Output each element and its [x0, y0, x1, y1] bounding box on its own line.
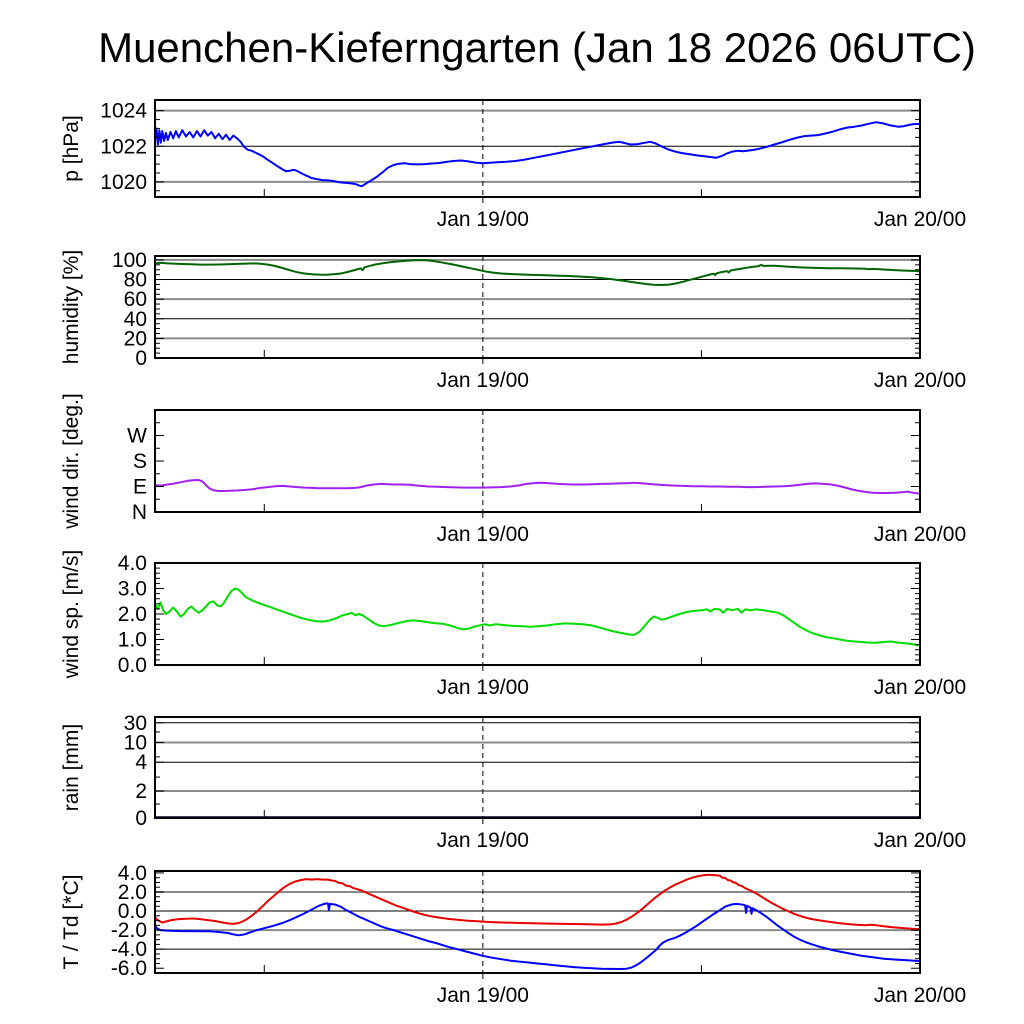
y-axis-title: humidity [%] [60, 250, 83, 364]
xtick-label: Jan 20/00 [874, 369, 966, 392]
ytick-label: 100 [112, 249, 147, 272]
series-humidity [154, 259, 921, 286]
series-temperature [154, 873, 921, 931]
ytick-label: 0.0 [118, 654, 147, 677]
ytick-label: 1024 [100, 100, 147, 123]
series-wind-speed [154, 587, 921, 647]
ytick-label: W [127, 425, 147, 448]
series-wind-direction [154, 479, 921, 495]
ytick-label: 1.0 [118, 629, 147, 652]
panel-border [154, 870, 921, 974]
series-pressure [154, 121, 921, 188]
xtick-label: Jan 19/00 [437, 208, 529, 231]
panel-border [154, 99, 921, 198]
series-dewpoint [154, 902, 921, 970]
y-axis-title: rain [mm] [60, 724, 83, 812]
ytick-label: 20 [124, 327, 147, 350]
xtick-label: Jan 20/00 [874, 829, 966, 852]
xtick-label: Jan 20/00 [874, 523, 966, 546]
ytick-label: 60 [124, 288, 147, 311]
panel-wind-speed: 0.01.0 2.03.0 4.0 Jan 19/00 Jan 20/00 wind sp… [60, 550, 966, 699]
ytick-label: 0 [135, 807, 147, 830]
ytick-label: 30 [124, 712, 147, 735]
panel-border [154, 716, 921, 819]
ytick-label: 80 [124, 269, 147, 292]
xtick-label: Jan 19/00 [437, 523, 529, 546]
xtick-label: Jan 19/00 [437, 829, 529, 852]
ytick-label: N [132, 501, 147, 524]
panel-pressure: 1020 1022 1024 Jan 19/00 Jan 20/00 p [hPa] [60, 99, 966, 231]
ytick-label: 40 [124, 308, 147, 331]
ytick-label: 0.0 [118, 900, 147, 923]
xtick-label: Jan 19/00 [437, 369, 529, 392]
ytick-label: 4.0 [118, 552, 147, 575]
ytick-label: 3.0 [118, 578, 147, 601]
ytick-label: 2 [135, 780, 147, 803]
xtick-label: Jan 19/00 [437, 984, 529, 1007]
y-axis-title: p [hPa] [60, 115, 83, 182]
xtick-label: Jan 20/00 [874, 984, 966, 1007]
ytick-label: 0 [135, 347, 147, 370]
panel-temperature-dewpoint: 4.02.00.0-2.0-4.0-6.0 Jan 19/00 Jan 20/00 T… [60, 862, 966, 1007]
ytick-label: 2.0 [118, 881, 147, 904]
ytick-label: 4.0 [118, 862, 147, 885]
panel-border [154, 255, 921, 359]
ytick-label: E [133, 476, 147, 499]
ytick-label: 1022 [100, 135, 147, 158]
ytick-label: 4 [135, 751, 147, 774]
xtick-label: Jan 20/00 [874, 208, 966, 231]
ytick-label: -4.0 [111, 938, 147, 961]
panel-border [154, 562, 921, 666]
ytick-label: -2.0 [111, 919, 147, 942]
y-axis-title: wind dir. [deg.] [60, 393, 83, 529]
y-axis-title: wind sp. [m/s] [60, 550, 83, 679]
y-axis-title: T / Td [*C] [60, 875, 83, 970]
ytick-label: S [133, 450, 147, 473]
xtick-label: Jan 20/00 [874, 676, 966, 699]
xtick-label: Jan 19/00 [437, 676, 529, 699]
page-title: Muenchen-Kieferngarten (Jan 18 2026 06UT… [98, 24, 976, 71]
ytick-label: 2.0 [118, 603, 147, 626]
ytick-label: 1020 [100, 171, 147, 194]
panel-border [154, 409, 921, 513]
ytick-label: -6.0 [111, 957, 147, 980]
ytick-label: 10 [124, 731, 147, 754]
